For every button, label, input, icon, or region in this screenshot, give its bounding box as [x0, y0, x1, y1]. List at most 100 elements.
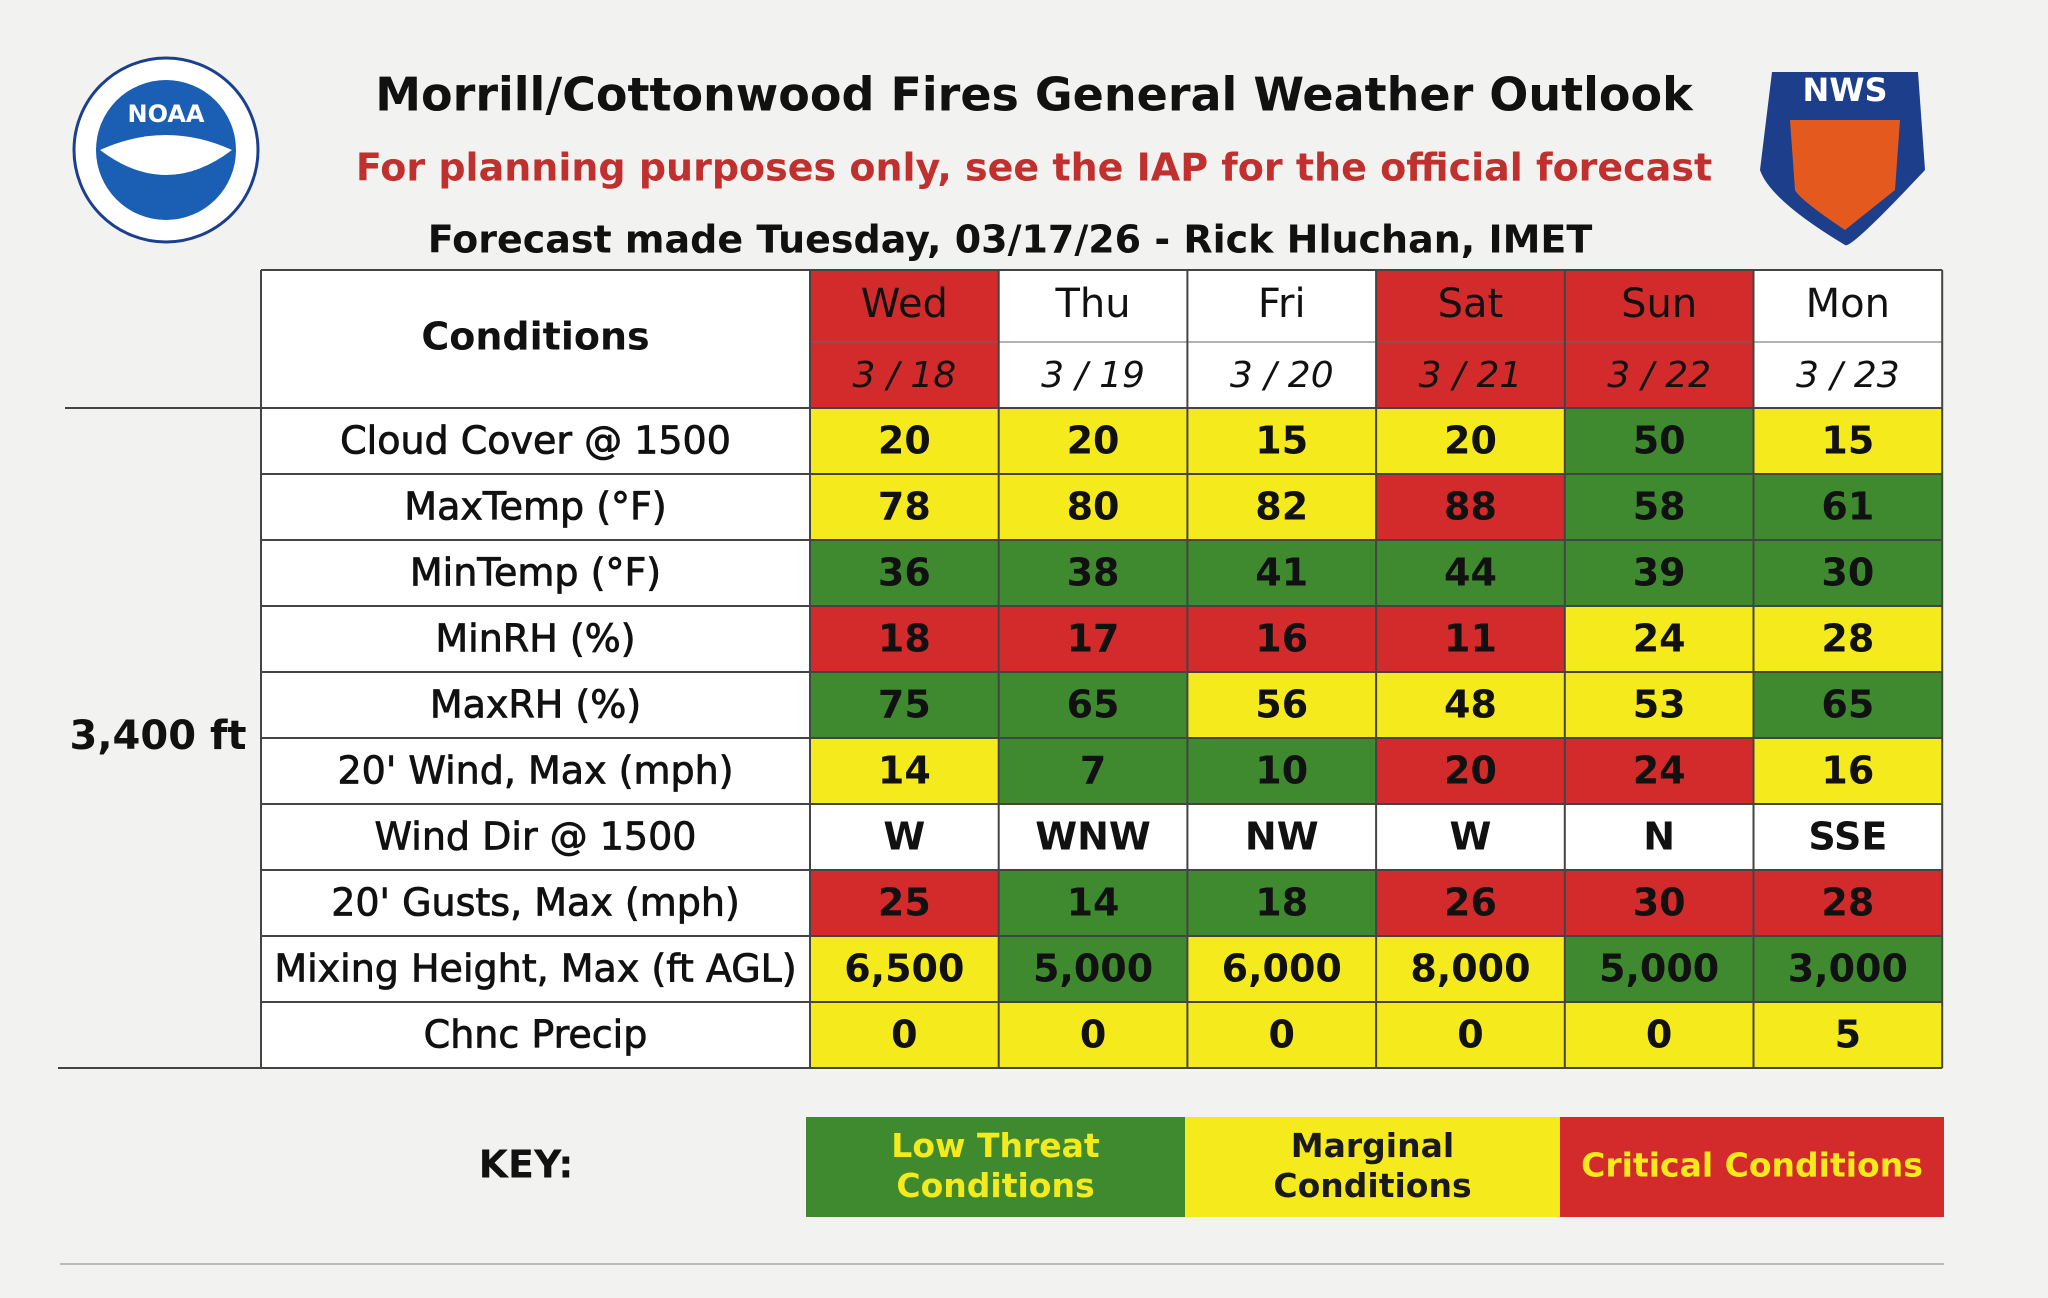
cell-value: 14	[1067, 881, 1120, 925]
value-cell	[1753, 804, 1943, 870]
value-cell	[1564, 738, 1754, 804]
value-cell	[1187, 606, 1377, 672]
cell-value: 0	[1080, 1013, 1106, 1057]
value-cell	[1564, 540, 1754, 606]
value-cell	[1564, 936, 1754, 1002]
value-cell	[1187, 936, 1377, 1002]
key-swatch	[806, 1117, 1185, 1217]
day-label: Sun	[1621, 281, 1697, 327]
row-label: Wind Dir @ 1500	[375, 815, 697, 859]
cell-value: 28	[1821, 881, 1874, 925]
day-label: Mon	[1806, 281, 1890, 327]
value-cell	[1376, 936, 1565, 1002]
day-cell	[1564, 270, 1754, 408]
cell-value: 14	[878, 749, 931, 793]
cell-value: 88	[1444, 485, 1497, 529]
row-label: 20' Wind, Max (mph)	[337, 749, 733, 793]
nws-logo: NWS	[1760, 71, 1925, 246]
cell-value: WNW	[1035, 815, 1151, 859]
cell-value: 78	[878, 485, 931, 529]
row-label: Mixing Height, Max (ft AGL)	[274, 947, 796, 991]
cell-value: 6,000	[1222, 947, 1342, 991]
cell-value: W	[1449, 815, 1491, 859]
cell-value: 0	[1269, 1013, 1295, 1057]
cell-value: 30	[1821, 551, 1874, 595]
value-cell	[1376, 804, 1565, 870]
cell-value: 50	[1633, 419, 1686, 463]
value-cell	[1376, 1002, 1565, 1068]
cell-value: 0	[891, 1013, 917, 1057]
row-label: Chnc Precip	[424, 1013, 648, 1057]
value-cell	[810, 540, 999, 606]
value-cell	[998, 936, 1188, 1002]
value-cell	[1187, 540, 1377, 606]
value-cell	[1753, 474, 1943, 540]
cell-value: 56	[1255, 683, 1308, 727]
value-cell	[1187, 672, 1377, 738]
value-cell	[998, 540, 1188, 606]
noaa-logo: NOAA	[72, 56, 260, 244]
cell-value: 0	[1646, 1013, 1672, 1057]
cell-value: 65	[1067, 683, 1120, 727]
cell-value: 36	[878, 551, 931, 595]
value-cell	[1564, 474, 1754, 540]
value-cell	[1564, 408, 1754, 474]
value-cell	[1376, 540, 1565, 606]
row-label-cell	[261, 936, 810, 1002]
key-text: Low Threat Conditions	[891, 1126, 1100, 1205]
cell-value: 5,000	[1033, 947, 1153, 991]
forecast-line: Forecast made Tuesday, 03/17/26 - Rick H…	[428, 218, 1593, 262]
value-cell	[998, 606, 1188, 672]
logo-text: NOAA	[128, 100, 205, 128]
cell-value: 8,000	[1410, 947, 1530, 991]
cell-value: 5,000	[1599, 947, 1719, 991]
cell-value: 7	[1080, 749, 1106, 793]
subtitle: For planning purposes only, see the IAP …	[356, 146, 1712, 190]
cell-value: 24	[1633, 617, 1686, 661]
value-cell	[1376, 474, 1565, 540]
cell-value: 41	[1255, 551, 1308, 595]
value-cell	[1753, 1002, 1943, 1068]
value-cell	[810, 606, 999, 672]
value-cell	[810, 408, 999, 474]
logo-text: NWS	[1802, 71, 1887, 109]
cell-value: 26	[1444, 881, 1497, 925]
key-swatch	[1560, 1117, 1944, 1217]
value-cell	[810, 738, 999, 804]
cell-value: 53	[1633, 683, 1686, 727]
cell-value: 48	[1444, 683, 1497, 727]
cell-value: 61	[1821, 485, 1874, 529]
value-cell	[1564, 804, 1754, 870]
date-label: 3 / 20	[1230, 355, 1334, 396]
value-cell	[1753, 738, 1943, 804]
value-cell	[1376, 738, 1565, 804]
value-cell	[1376, 672, 1565, 738]
value-cell	[1187, 408, 1377, 474]
cell-value: 80	[1067, 485, 1120, 529]
date-label: 3 / 18	[852, 355, 956, 396]
value-cell	[998, 870, 1188, 936]
cell-value: 75	[878, 683, 931, 727]
day-cell	[1753, 270, 1943, 408]
value-cell	[1187, 804, 1377, 870]
value-cell	[1564, 606, 1754, 672]
cell-value: 25	[878, 881, 931, 925]
row-label: MinTemp (°F)	[410, 551, 661, 595]
date-label: 3 / 21	[1419, 355, 1523, 396]
day-cell	[1376, 270, 1565, 408]
cell-value: NW	[1245, 815, 1319, 859]
cell-value: W	[883, 815, 925, 859]
row-label: MaxRH (%)	[430, 683, 641, 727]
cell-value: 5	[1835, 1013, 1861, 1057]
value-cell	[1187, 1002, 1377, 1068]
value-cell	[998, 474, 1188, 540]
row-label-cell	[261, 1002, 810, 1068]
value-cell	[1753, 870, 1943, 936]
value-cell	[1187, 474, 1377, 540]
key-label: KEY:	[479, 1143, 574, 1187]
cell-value: 20	[1444, 419, 1497, 463]
row-label-cell	[261, 804, 810, 870]
value-cell	[810, 936, 999, 1002]
row-label: MaxTemp (°F)	[404, 485, 666, 529]
